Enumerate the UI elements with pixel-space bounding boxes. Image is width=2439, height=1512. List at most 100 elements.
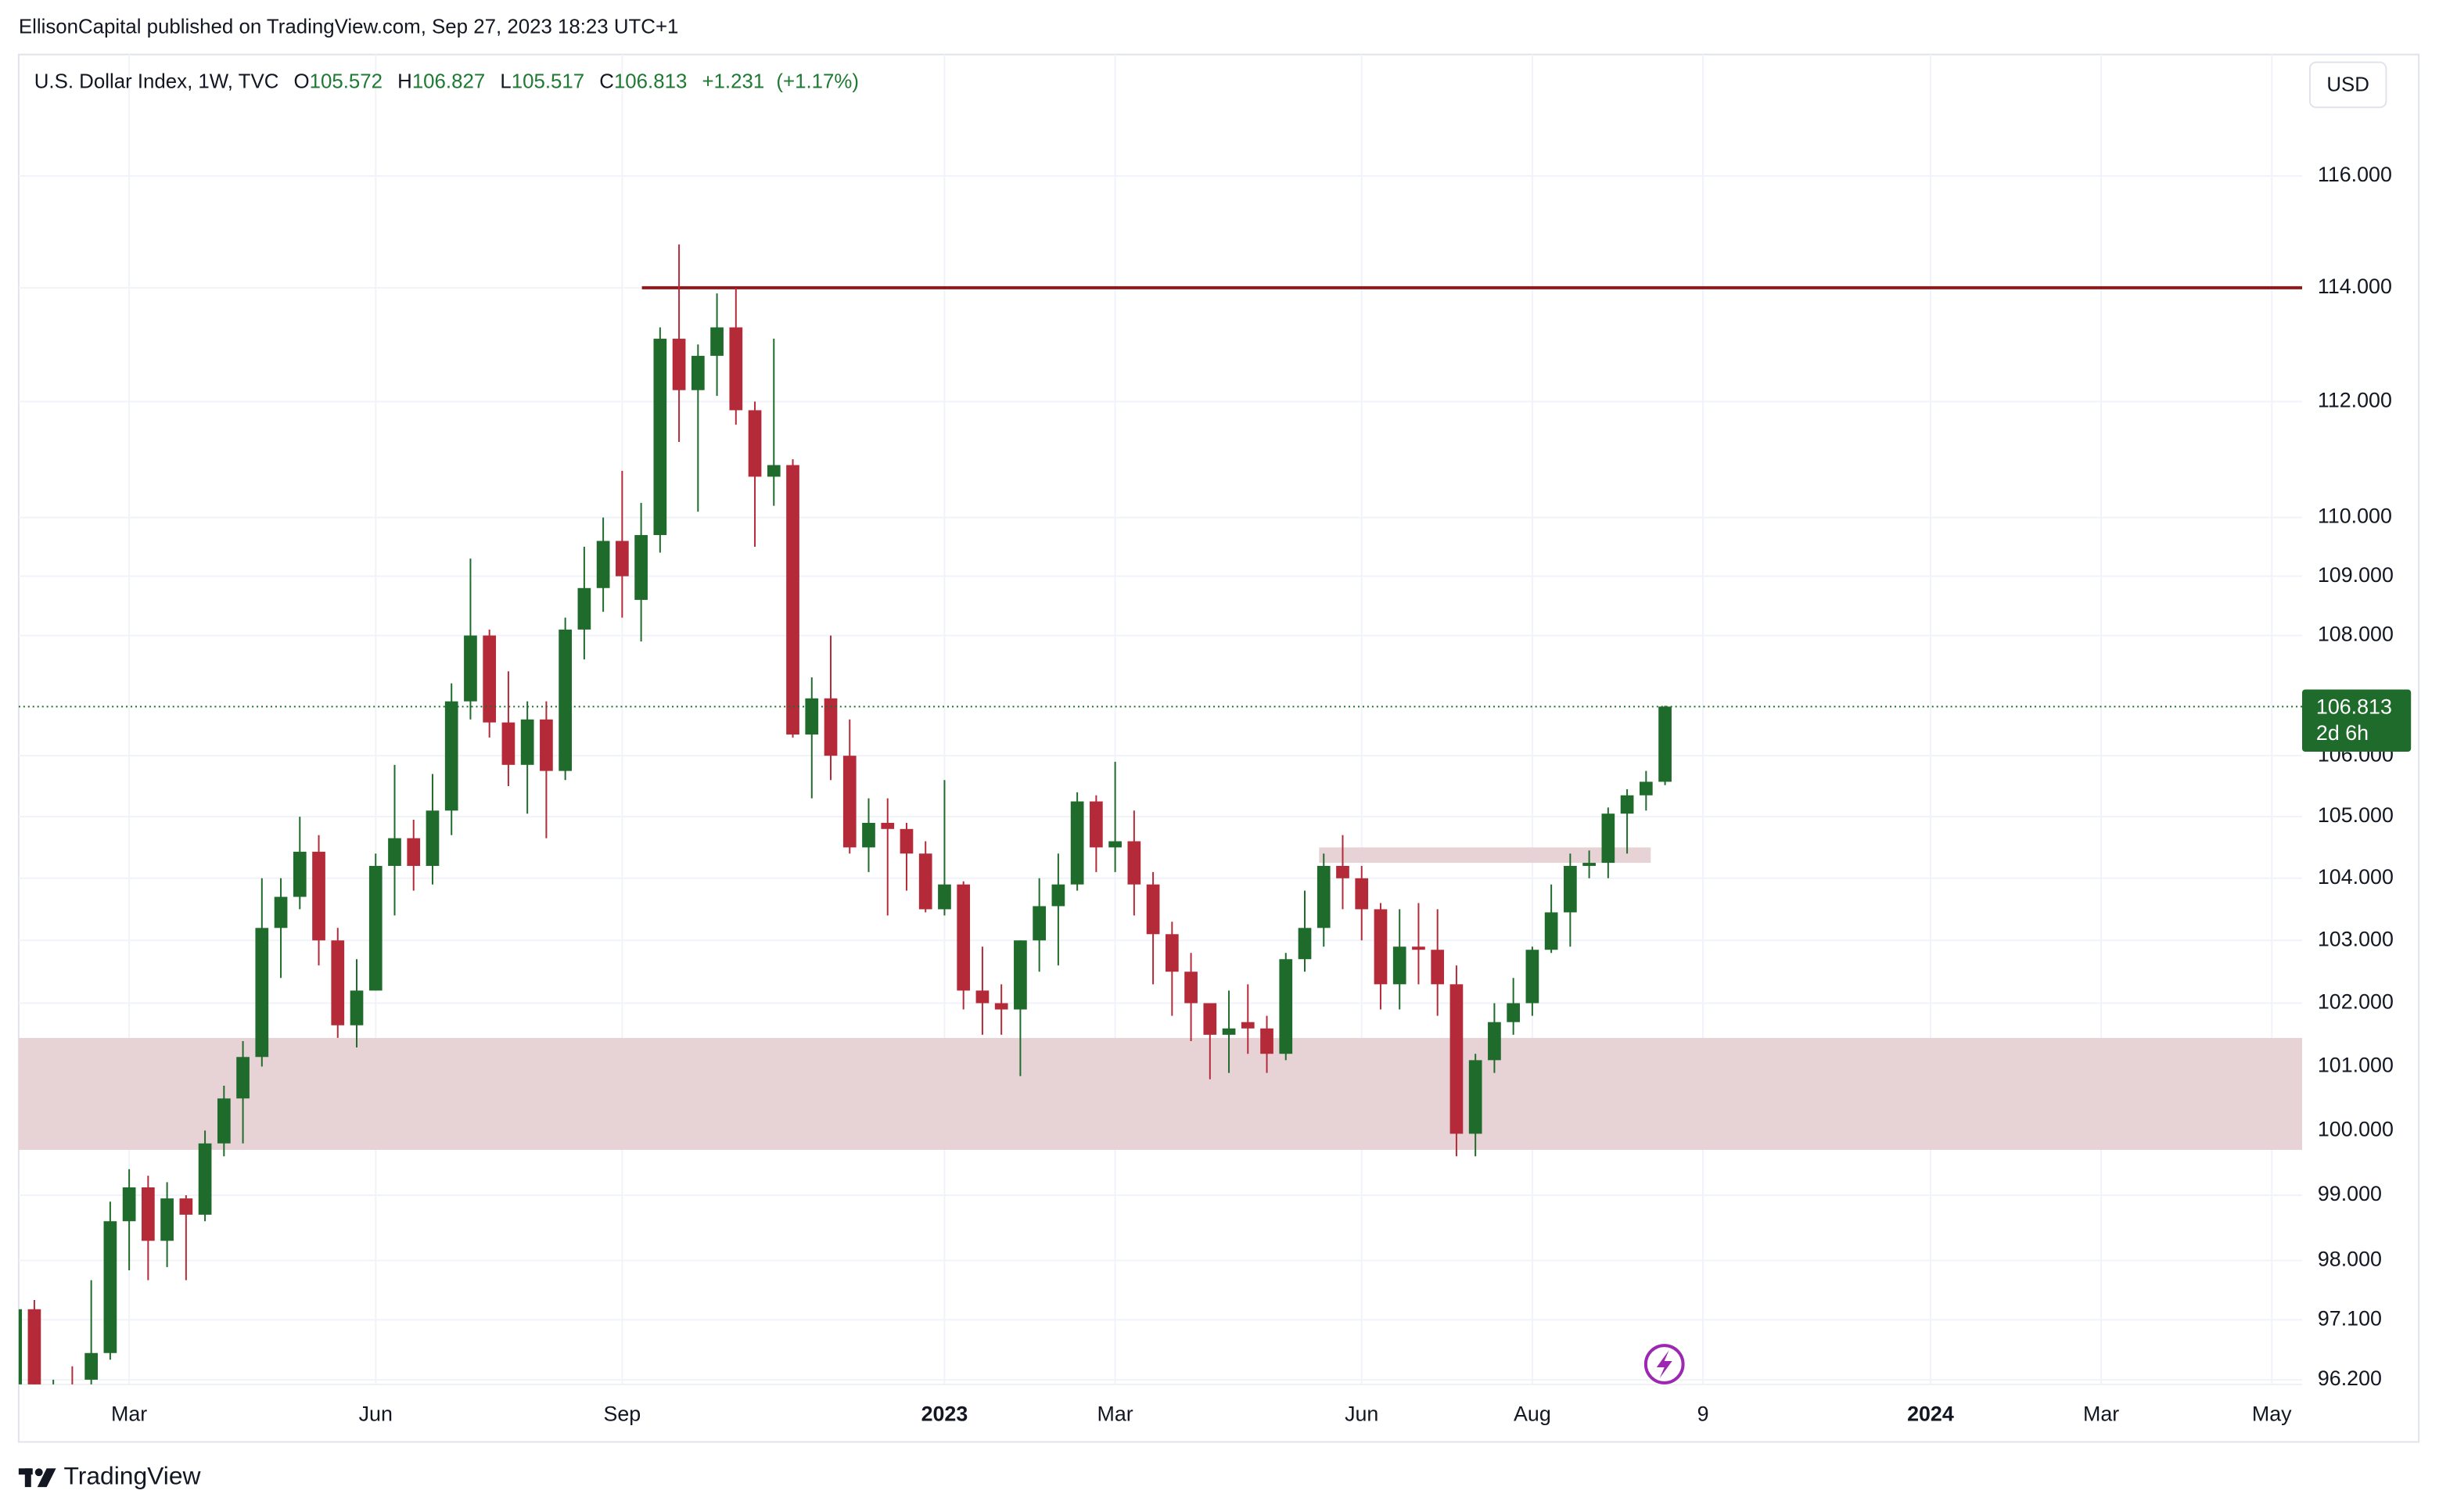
- candle-body: [653, 339, 667, 536]
- logo-stem: [24, 1468, 31, 1488]
- x-tick-label: 9: [1697, 1402, 1709, 1426]
- candle-body: [710, 327, 724, 356]
- candle-body: [1564, 866, 1577, 913]
- candle-body: [255, 928, 269, 1058]
- candle-body: [407, 838, 421, 867]
- candle-body: [18, 1309, 23, 1385]
- candle-body: [520, 719, 534, 765]
- candle-body: [1582, 863, 1596, 867]
- candle-body: [1146, 884, 1160, 935]
- candle-body: [27, 1309, 41, 1385]
- lightning-icon[interactable]: [1643, 1344, 1685, 1385]
- candle-body: [862, 822, 875, 848]
- candle-body: [1298, 928, 1312, 960]
- plot-area: [18, 244, 2303, 1427]
- candle-body: [634, 535, 648, 600]
- candle-body: [1222, 1028, 1236, 1035]
- candle-body: [103, 1221, 117, 1353]
- lightning-bolt[interactable]: [1656, 1350, 1672, 1378]
- candle-body: [1392, 946, 1406, 985]
- candle-body: [501, 722, 515, 765]
- candle-body: [66, 1388, 79, 1391]
- candle-body: [1412, 946, 1425, 950]
- candle-body: [1525, 950, 1539, 1004]
- candle-body: [824, 698, 838, 756]
- candle-body: [1488, 1022, 1501, 1061]
- countdown: 2d 6h: [2316, 721, 2369, 745]
- candle-body: [160, 1198, 174, 1241]
- last-price-label: 106.813: [2316, 695, 2392, 718]
- candle-body: [1620, 795, 1634, 814]
- candle-body: [1449, 984, 1464, 1134]
- last-price-tag: [2302, 689, 2412, 752]
- candle-body: [1070, 801, 1084, 885]
- candle-body: [729, 327, 743, 411]
- currency[interactable]: USD: [2326, 74, 2369, 95]
- change-percent: (+1.17%): [776, 70, 859, 92]
- y-tick-label: 110.000: [2318, 505, 2392, 528]
- candle-body: [1014, 940, 1027, 1010]
- candle-body: [957, 884, 971, 991]
- logo-dot: [34, 1468, 43, 1477]
- candle-body: [312, 851, 325, 941]
- candle-body: [350, 990, 364, 1025]
- candle-body: [540, 719, 553, 771]
- ohlc-letter: O: [293, 70, 309, 92]
- candle-body: [1033, 906, 1047, 941]
- candle-body: [559, 629, 572, 771]
- candle-body: [1127, 841, 1141, 885]
- x-tick-label: Jun: [359, 1402, 393, 1426]
- candle-body: [672, 339, 686, 390]
- x-tick-label: Sep: [603, 1402, 641, 1426]
- candle-body: [1260, 1028, 1273, 1054]
- x-tick-label: 2023: [921, 1402, 968, 1426]
- candle-body: [1051, 884, 1065, 907]
- candle-body: [142, 1187, 155, 1241]
- candle-body: [1374, 909, 1388, 985]
- currency-button[interactable]: [2308, 61, 2387, 109]
- candle-body: [900, 828, 914, 854]
- candle-body: [918, 853, 932, 910]
- support-zone: [1319, 847, 1651, 864]
- y-tick-label: 96.200: [2318, 1367, 2382, 1390]
- y-tick-label: 116.000: [2318, 163, 2392, 186]
- close-value: 106.813: [614, 70, 687, 92]
- high-value: 106.827: [412, 70, 485, 92]
- candle-body: [331, 940, 345, 1025]
- candle-body: [938, 884, 951, 910]
- candle-body: [767, 465, 781, 477]
- candle-body: [1184, 971, 1198, 1004]
- candle-body: [198, 1143, 212, 1215]
- x-tick-label: May: [2252, 1402, 2292, 1426]
- candle-body: [786, 465, 799, 735]
- candle-body: [1279, 959, 1293, 1054]
- candle-body: [691, 355, 705, 390]
- candle-body: [1336, 866, 1349, 878]
- candle-body: [1090, 801, 1103, 848]
- y-tick-label: 101.000: [2318, 1054, 2394, 1077]
- x-tick-label: Jun: [1345, 1402, 1378, 1426]
- y-tick-label: 108.000: [2318, 623, 2394, 646]
- axes: 96.200 97.100 98.000 99.000 100.000 101.000 10…: [111, 163, 2412, 1426]
- y-tick-label: 99.000: [2318, 1182, 2382, 1205]
- x-tick-label: 2024: [1907, 1402, 1954, 1426]
- candle-body: [483, 635, 497, 723]
- y-tick-label: 97.100: [2318, 1306, 2382, 1330]
- logo-slash: [37, 1468, 56, 1488]
- candle-body: [274, 896, 288, 928]
- x-tick-label: Mar: [1097, 1402, 1133, 1426]
- logo-text: TradingView: [64, 1462, 202, 1490]
- ohlc-letter: C: [599, 70, 614, 92]
- support-zone: [18, 1037, 2303, 1151]
- candle-body: [47, 1388, 60, 1427]
- y-tick-label: 98.000: [2318, 1248, 2382, 1271]
- candle-body: [1431, 950, 1445, 985]
- symbol-title: U.S. Dollar Index, 1W, TVC: [34, 70, 279, 92]
- y-tick-label: 103.000: [2318, 927, 2394, 950]
- candle-body: [1658, 706, 1672, 782]
- candle-body: [388, 838, 401, 867]
- candle-body: [179, 1198, 193, 1215]
- ohlc-letter: L: [500, 70, 511, 92]
